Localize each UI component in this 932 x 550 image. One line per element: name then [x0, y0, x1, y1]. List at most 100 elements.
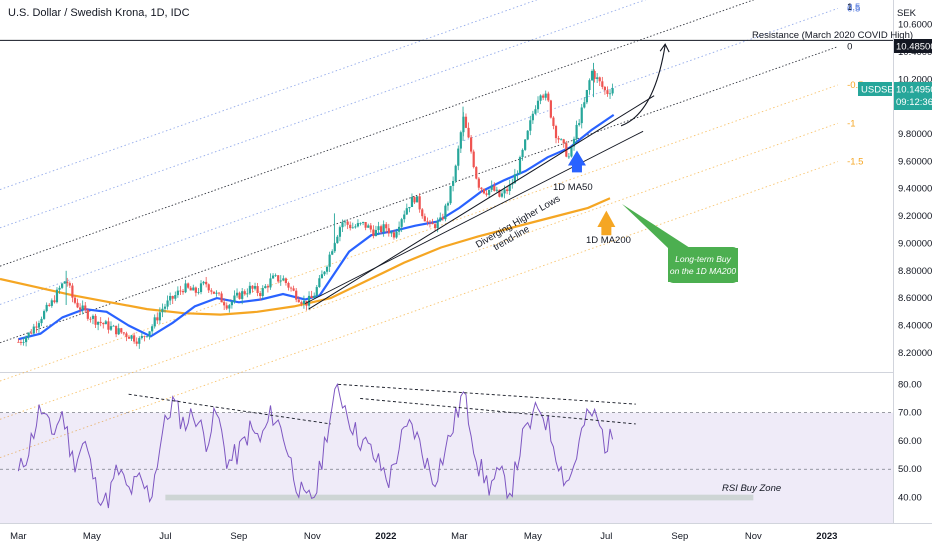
- candle-body: [534, 109, 537, 114]
- candle-body: [459, 132, 462, 149]
- candle-body: [109, 326, 113, 330]
- time-tick-label: Sep: [230, 531, 247, 542]
- candle-body: [349, 224, 352, 229]
- candle-body: [71, 285, 74, 298]
- candle-body: [608, 93, 612, 95]
- svg-text:USDSEK: USDSEK: [861, 85, 901, 96]
- fib-line-0.5: [0, 7, 839, 305]
- candle-body: [578, 123, 581, 125]
- candle-body: [428, 221, 432, 223]
- candle-body: [511, 183, 514, 185]
- candle-body: [112, 325, 115, 327]
- candle-body: [181, 291, 185, 293]
- rsi-band: [0, 412, 893, 523]
- candle-body: [125, 333, 128, 337]
- candle-body: [500, 193, 504, 197]
- ma50-label: 1D MA50: [553, 182, 593, 193]
- projection-arrow: [620, 45, 666, 127]
- candle-body: [133, 335, 136, 342]
- price-tick-label: 9.80000: [898, 129, 932, 140]
- candle-body: [343, 221, 347, 223]
- price-tick-label: 10.60000: [898, 20, 932, 31]
- candle-body: [259, 293, 262, 297]
- svg-text:10.14950: 10.14950: [896, 85, 932, 96]
- candle-body: [328, 254, 331, 267]
- candle-body: [452, 181, 455, 186]
- rsi-tick-label: 70.00: [898, 408, 922, 419]
- candle-body: [84, 305, 87, 311]
- price-tick-label: 8.40000: [898, 321, 932, 332]
- candle-body: [364, 222, 367, 228]
- candle-body: [184, 283, 187, 293]
- moving-averages: [0, 113, 615, 341]
- rsi-line: [17, 382, 614, 509]
- candle-body: [467, 127, 470, 138]
- candle-body: [97, 321, 100, 325]
- candle-body: [482, 188, 486, 194]
- candle-body: [158, 312, 161, 321]
- candle-body: [102, 323, 105, 325]
- candle-body: [503, 189, 506, 194]
- candle-body: [369, 225, 372, 230]
- candle-body: [544, 93, 547, 98]
- candle-body: [575, 124, 578, 139]
- candle-body: [277, 275, 280, 282]
- candle-body: [603, 86, 606, 91]
- time-tick-label: Mar: [451, 531, 467, 542]
- candle-body: [554, 125, 558, 139]
- candle-body: [81, 305, 84, 310]
- candle-body: [513, 174, 516, 184]
- ma50-line: [18, 113, 615, 341]
- candle-body: [207, 284, 210, 291]
- candle-body: [488, 189, 491, 195]
- candle-body: [58, 287, 61, 290]
- candle-body: [562, 139, 565, 144]
- candle-body: [508, 184, 511, 192]
- candle-body: [418, 196, 421, 210]
- candle-body: [282, 278, 285, 281]
- time-tick-label: Jul: [159, 531, 171, 542]
- candle-body: [593, 70, 596, 79]
- candle-body: [526, 130, 529, 140]
- candle-body: [140, 336, 143, 339]
- candle-body: [444, 205, 447, 220]
- candle-body: [588, 80, 591, 91]
- candle-body: [215, 292, 218, 294]
- candle-body: [403, 214, 406, 220]
- rsi-indicator: [17, 382, 636, 509]
- candle-body: [138, 338, 141, 344]
- candle-body: [230, 301, 233, 306]
- candle-body: [205, 281, 208, 285]
- candle-body: [310, 295, 313, 299]
- candle-body: [117, 328, 120, 335]
- candle-body: [524, 139, 527, 150]
- time-tick-label: 2022: [375, 531, 396, 542]
- candle-body: [40, 318, 43, 324]
- candle-body: [611, 88, 614, 94]
- candle-body: [271, 275, 275, 279]
- candle-body: [30, 332, 33, 334]
- candle-body: [539, 95, 542, 101]
- candle-body: [99, 321, 102, 324]
- candle-body: [382, 224, 385, 232]
- candle-body: [210, 290, 213, 292]
- candle-body: [199, 283, 203, 293]
- time-tick-label: Nov: [745, 531, 762, 542]
- candle-body: [374, 230, 378, 237]
- candle-body: [42, 311, 46, 319]
- candle-body: [189, 287, 192, 291]
- candle-body: [395, 231, 398, 238]
- rsi-trendline-2: [338, 383, 636, 405]
- candle-body: [297, 299, 300, 303]
- candle-body: [212, 291, 215, 294]
- candle-body: [341, 222, 344, 228]
- candle-body: [68, 283, 71, 286]
- candle-body: [521, 149, 524, 158]
- candle-body: [76, 302, 79, 308]
- candle-body: [356, 223, 360, 227]
- candle-body: [266, 286, 269, 288]
- candle-body: [63, 281, 66, 284]
- price-tick-label: 9.20000: [898, 211, 932, 222]
- candle-body: [410, 197, 414, 208]
- candle-body: [228, 305, 231, 309]
